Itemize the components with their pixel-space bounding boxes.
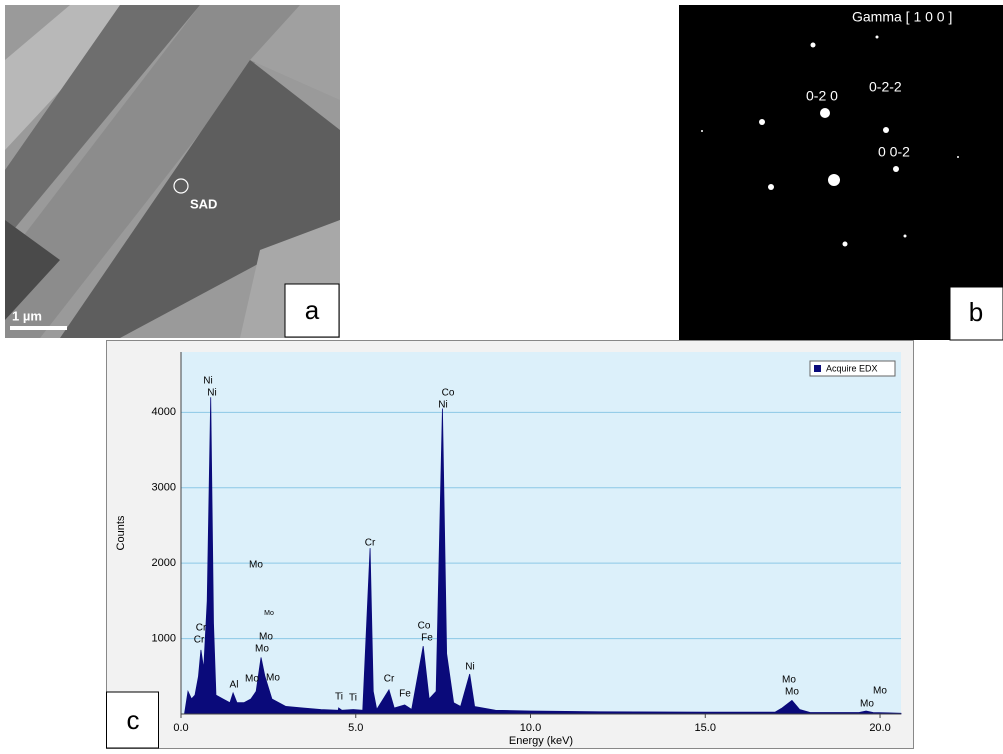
peak-label: Ti <box>349 693 357 704</box>
panel-label: a <box>305 295 320 325</box>
peak-label: Cr <box>196 623 207 634</box>
peak-label: Mo <box>785 687 799 698</box>
peak-label: Ni <box>207 388 216 399</box>
peak-label: Ni <box>438 400 447 411</box>
peak-label: Mo <box>249 560 263 571</box>
peak-label: Mo <box>264 610 274 617</box>
peak-label: Ni <box>465 662 474 673</box>
y-tick-label: 3000 <box>152 482 176 494</box>
scale-label: 1 µm <box>12 308 42 323</box>
spot-label: 0-2-2 <box>869 79 902 95</box>
plot-area <box>181 352 901 714</box>
spot-label: 0-2 0 <box>806 88 838 104</box>
peak-label: Mo <box>860 699 874 710</box>
peak-label: Mo <box>245 674 259 685</box>
panel-label: c <box>127 705 140 735</box>
sad-label: SAD <box>190 196 217 211</box>
peak-label: Mo <box>873 686 887 697</box>
y-tick-label: 1000 <box>152 632 176 644</box>
legend-swatch <box>814 365 821 372</box>
x-tick-label: 10.0 <box>520 722 541 734</box>
panel-label: b <box>969 297 983 327</box>
peak-label: Ti <box>335 692 343 703</box>
y-tick-label: 2000 <box>152 557 176 569</box>
peak-label: Mo <box>266 673 280 684</box>
peak-label: Mo <box>255 644 269 655</box>
x-tick-label: 20.0 <box>869 722 890 734</box>
peak-label: Cr <box>365 538 376 549</box>
spot-label: 0 0-2 <box>878 144 910 160</box>
x-tick-label: 5.0 <box>348 722 363 734</box>
peak-label: Ni <box>203 376 212 387</box>
x-tick-label: 15.0 <box>695 722 716 734</box>
figure: SAD 1 µm a Gamma [ 1 0 0 ] 0-2 0 0-2-2 0… <box>0 0 1003 749</box>
peak-label: Co <box>442 388 455 399</box>
x-tick-label: 0.0 <box>173 722 188 734</box>
peak-label: Cr <box>384 674 395 685</box>
peak-label: Co <box>418 621 431 632</box>
y-tick-label: 4000 <box>152 406 176 418</box>
y-axis-label: Counts <box>115 515 127 550</box>
peak-label: Al <box>230 680 239 691</box>
peak-label: Fe <box>421 633 433 644</box>
peak-label: Cr <box>194 635 205 646</box>
x-axis-label: Energy (keV) <box>509 735 573 747</box>
pattern-title: Gamma [ 1 0 0 ] <box>852 9 952 25</box>
peak-label: Fe <box>399 689 411 700</box>
legend-label: Acquire EDX <box>826 363 878 373</box>
peak-label: Mo <box>259 632 273 643</box>
peak-label: Mo <box>782 675 796 686</box>
